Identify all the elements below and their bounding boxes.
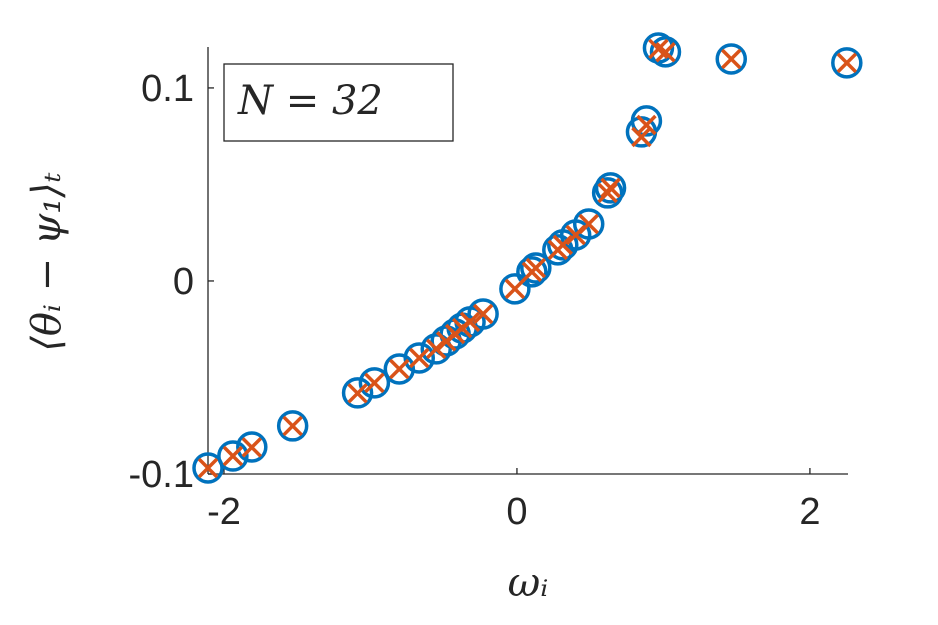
y-axis-label: ⟨θᵢ − ψ₁⟩ₜ bbox=[24, 172, 70, 352]
circle-point bbox=[649, 36, 682, 68]
circle-point bbox=[499, 273, 531, 305]
circle-point bbox=[591, 177, 624, 209]
cross-point bbox=[655, 41, 676, 63]
cross-point bbox=[578, 213, 599, 235]
cross-point bbox=[600, 177, 621, 199]
circle-point bbox=[358, 367, 391, 399]
circle-point bbox=[217, 440, 249, 472]
cross-point bbox=[721, 48, 742, 70]
cross-point bbox=[408, 347, 430, 369]
cross-point bbox=[459, 311, 481, 333]
y-tick-label: -0.1 bbox=[129, 454, 194, 496]
circle-point bbox=[831, 47, 863, 79]
circle-point bbox=[403, 342, 435, 374]
y-tick-label: 0.1 bbox=[141, 68, 194, 110]
cross-point bbox=[631, 126, 652, 148]
circle-point bbox=[516, 256, 548, 288]
cross-point bbox=[552, 234, 574, 256]
cross-point bbox=[282, 415, 303, 437]
annotation-box bbox=[223, 63, 454, 142]
x-axis-label: ωᵢ bbox=[508, 560, 549, 606]
cross-point bbox=[241, 437, 263, 458]
circle-point bbox=[520, 252, 552, 284]
circle-point bbox=[192, 452, 224, 484]
cross-point bbox=[525, 257, 547, 279]
annotation: N = 32 bbox=[237, 78, 383, 124]
circle-point bbox=[236, 431, 268, 463]
cross-point bbox=[472, 303, 494, 325]
cross-point bbox=[197, 457, 219, 479]
y-tick-label: 0 bbox=[173, 261, 194, 303]
cross-point bbox=[364, 372, 385, 394]
circle-point bbox=[276, 410, 309, 442]
x-tick-label: 0 bbox=[506, 491, 527, 533]
cross-point bbox=[636, 114, 657, 136]
x-tick-label: -2 bbox=[207, 491, 241, 533]
x-tick-label: 2 bbox=[799, 491, 820, 533]
circle-point bbox=[572, 208, 605, 240]
circle-point bbox=[630, 105, 663, 137]
circle-point bbox=[594, 172, 627, 204]
cross-point bbox=[347, 383, 368, 404]
cross-point bbox=[504, 278, 526, 300]
circle-point bbox=[341, 377, 374, 409]
cross-point bbox=[222, 445, 244, 467]
cross-point bbox=[389, 358, 410, 380]
cross-point bbox=[836, 52, 858, 74]
circle-point bbox=[467, 298, 499, 330]
circle-point bbox=[715, 43, 748, 75]
